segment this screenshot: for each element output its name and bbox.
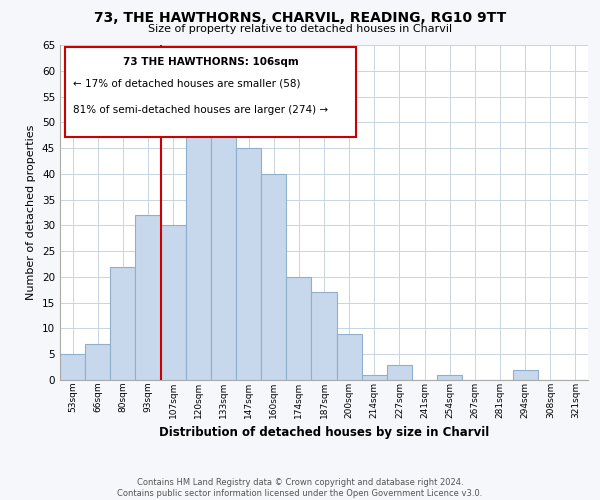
- Bar: [437, 375, 462, 380]
- Bar: [136, 215, 161, 380]
- Bar: [161, 226, 186, 380]
- Bar: [85, 344, 110, 380]
- Bar: [261, 174, 286, 380]
- Bar: [311, 292, 337, 380]
- X-axis label: Distribution of detached houses by size in Charvil: Distribution of detached houses by size …: [159, 426, 489, 439]
- Bar: [110, 266, 136, 380]
- Bar: [362, 375, 387, 380]
- Y-axis label: Number of detached properties: Number of detached properties: [26, 125, 37, 300]
- Bar: [236, 148, 261, 380]
- Bar: [387, 364, 412, 380]
- Text: Contains HM Land Registry data © Crown copyright and database right 2024.
Contai: Contains HM Land Registry data © Crown c…: [118, 478, 482, 498]
- Text: 73 THE HAWTHORNS: 106sqm: 73 THE HAWTHORNS: 106sqm: [122, 56, 298, 66]
- Bar: [337, 334, 362, 380]
- Text: ← 17% of detached houses are smaller (58): ← 17% of detached houses are smaller (58…: [73, 78, 301, 88]
- Bar: [286, 277, 311, 380]
- Bar: [60, 354, 85, 380]
- FancyBboxPatch shape: [65, 46, 356, 137]
- Text: Size of property relative to detached houses in Charvil: Size of property relative to detached ho…: [148, 24, 452, 34]
- Text: 73, THE HAWTHORNS, CHARVIL, READING, RG10 9TT: 73, THE HAWTHORNS, CHARVIL, READING, RG1…: [94, 11, 506, 25]
- Bar: [186, 102, 211, 380]
- Bar: [211, 128, 236, 380]
- Bar: [512, 370, 538, 380]
- Text: 81% of semi-detached houses are larger (274) →: 81% of semi-detached houses are larger (…: [73, 106, 328, 116]
